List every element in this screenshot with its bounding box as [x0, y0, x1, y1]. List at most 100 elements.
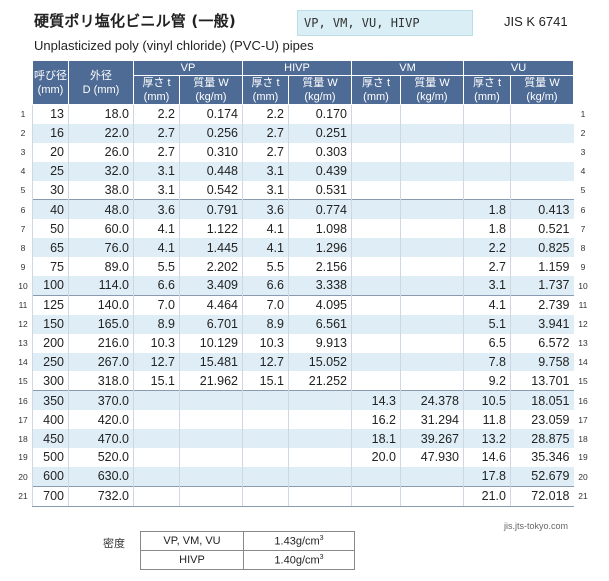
cell-vu-weight: 72.018 — [510, 485, 574, 507]
cell-vu-weight: 0.521 — [510, 219, 574, 239]
cell-vu-weight: 9.758 — [510, 352, 574, 372]
cell-vp-thickness: 2.7 — [133, 123, 180, 143]
cell-vm-thickness — [351, 123, 401, 143]
row-number-right: 21 — [578, 491, 588, 502]
cell-vp-weight: 6.701 — [179, 314, 243, 334]
cell-vp-thickness: 2.2 — [133, 104, 180, 124]
row-number-left: 3 — [20, 147, 26, 158]
cell-vm-weight — [400, 314, 464, 334]
table-row: 40 48.0 3.6 0.791 3.6 0.774 1.8 0.413 — [32, 199, 574, 220]
table-row: 350 370.0 14.3 24.378 10.5 18.051 — [32, 390, 574, 411]
cell-vm-thickness — [351, 104, 401, 124]
cell-vm-weight — [400, 104, 464, 124]
density-table: VP, VM, VU 1.43g/cm3 HIVP 1.40g/cm3 — [140, 531, 355, 570]
cell-vu-thickness: 10.5 — [463, 390, 511, 411]
density-types: HIVP — [140, 550, 244, 570]
cell-nominal: 150 — [32, 314, 69, 334]
cell-vu-weight: 23.059 — [510, 410, 574, 430]
cell-vu-thickness: 1.8 — [463, 199, 511, 220]
header-nominal: 呼び径 (mm) — [32, 60, 69, 105]
cell-nominal: 350 — [32, 390, 69, 411]
cell-nominal: 200 — [32, 333, 69, 353]
row-number-right: 14 — [578, 357, 588, 368]
cell-vp-weight: 0.310 — [179, 142, 243, 162]
row-number-right: 19 — [578, 452, 588, 463]
cell-vm-weight — [400, 485, 464, 507]
cell-outer-diameter: 420.0 — [68, 410, 134, 430]
row-number-left: 17 — [18, 414, 28, 425]
cell-vp-weight: 0.791 — [179, 199, 243, 220]
cell-hivp-thickness: 10.3 — [242, 333, 289, 353]
table-row: 50 60.0 4.1 1.122 4.1 1.098 1.8 0.521 — [32, 219, 574, 239]
cell-vu-weight: 13.701 — [510, 371, 574, 391]
cell-nominal: 250 — [32, 352, 69, 372]
cell-vm-thickness — [351, 199, 401, 220]
cell-vm-weight — [400, 333, 464, 353]
cell-nominal: 600 — [32, 466, 69, 487]
cell-vp-thickness — [133, 390, 180, 411]
cell-outer-diameter: 26.0 — [68, 142, 134, 162]
header-thickness: 厚さ t (mm) — [133, 75, 180, 105]
cell-vu-thickness: 21.0 — [463, 485, 511, 507]
cell-nominal: 300 — [32, 371, 69, 391]
cell-hivp-weight — [288, 448, 352, 467]
cell-outer-diameter: 114.0 — [68, 276, 134, 296]
cell-vm-thickness — [351, 466, 401, 487]
cell-outer-diameter: 520.0 — [68, 448, 134, 467]
density-value: 1.43g/cm3 — [243, 531, 355, 551]
table-row: 125 140.0 7.0 4.464 7.0 4.095 4.1 2.739 — [32, 294, 574, 315]
cell-vm-thickness: 16.2 — [351, 410, 401, 430]
cell-vp-weight: 3.409 — [179, 276, 243, 296]
cell-vu-thickness: 4.1 — [463, 294, 511, 315]
cell-hivp-weight: 0.170 — [288, 104, 352, 124]
table-row: 700 732.0 21.0 72.018 — [32, 485, 574, 507]
cell-outer-diameter: 140.0 — [68, 294, 134, 315]
row-number-right: 10 — [578, 280, 588, 291]
cell-vm-weight — [400, 257, 464, 277]
cell-vp-weight — [179, 448, 243, 467]
cell-nominal: 50 — [32, 219, 69, 239]
cell-vm-weight — [400, 352, 464, 372]
cell-vm-weight — [400, 371, 464, 391]
cell-hivp-weight — [288, 410, 352, 430]
table-row: 75 89.0 5.5 2.202 5.5 2.156 2.7 1.159 — [32, 257, 574, 277]
cell-hivp-thickness: 3.1 — [242, 180, 289, 200]
cell-vm-weight — [400, 142, 464, 162]
cell-vm-thickness — [351, 142, 401, 162]
cell-vp-weight: 2.202 — [179, 257, 243, 277]
cell-vp-thickness — [133, 448, 180, 467]
cell-nominal: 40 — [32, 199, 69, 220]
cell-hivp-weight: 4.095 — [288, 294, 352, 315]
cell-vm-weight — [400, 199, 464, 220]
cell-vu-weight — [510, 104, 574, 124]
cell-outer-diameter: 630.0 — [68, 466, 134, 487]
cell-vu-weight: 0.825 — [510, 238, 574, 258]
cell-hivp-weight: 15.052 — [288, 352, 352, 372]
cell-hivp-thickness — [242, 485, 289, 507]
cell-hivp-thickness: 5.5 — [242, 257, 289, 277]
header-thickness: 厚さ t (mm) — [463, 75, 511, 105]
cell-vp-thickness: 12.7 — [133, 352, 180, 372]
cell-outer-diameter: 165.0 — [68, 314, 134, 334]
cell-outer-diameter: 60.0 — [68, 219, 134, 239]
cell-hivp-thickness — [242, 390, 289, 411]
cell-vp-thickness: 3.1 — [133, 180, 180, 200]
cell-vp-weight: 15.481 — [179, 352, 243, 372]
cell-vm-thickness — [351, 371, 401, 391]
cell-nominal: 16 — [32, 123, 69, 143]
row-number-right: 7 — [580, 223, 586, 234]
cell-vp-thickness — [133, 429, 180, 449]
header-weight: 質量 W (kg/m) — [400, 75, 464, 105]
cell-hivp-weight: 9.913 — [288, 333, 352, 353]
row-number-left: 6 — [20, 204, 26, 215]
cell-outer-diameter: 318.0 — [68, 371, 134, 391]
row-number-right: 6 — [580, 204, 586, 215]
header-group-hivp: HIVP — [242, 60, 352, 76]
cell-vm-thickness — [351, 238, 401, 258]
cell-nominal: 700 — [32, 485, 69, 507]
table-row: 500 520.0 20.0 47.930 14.6 35.346 — [32, 448, 574, 467]
cell-nominal: 25 — [32, 161, 69, 181]
cell-vp-thickness: 2.7 — [133, 142, 180, 162]
table-row: 600 630.0 17.8 52.679 — [32, 466, 574, 487]
cell-vp-weight — [179, 429, 243, 449]
